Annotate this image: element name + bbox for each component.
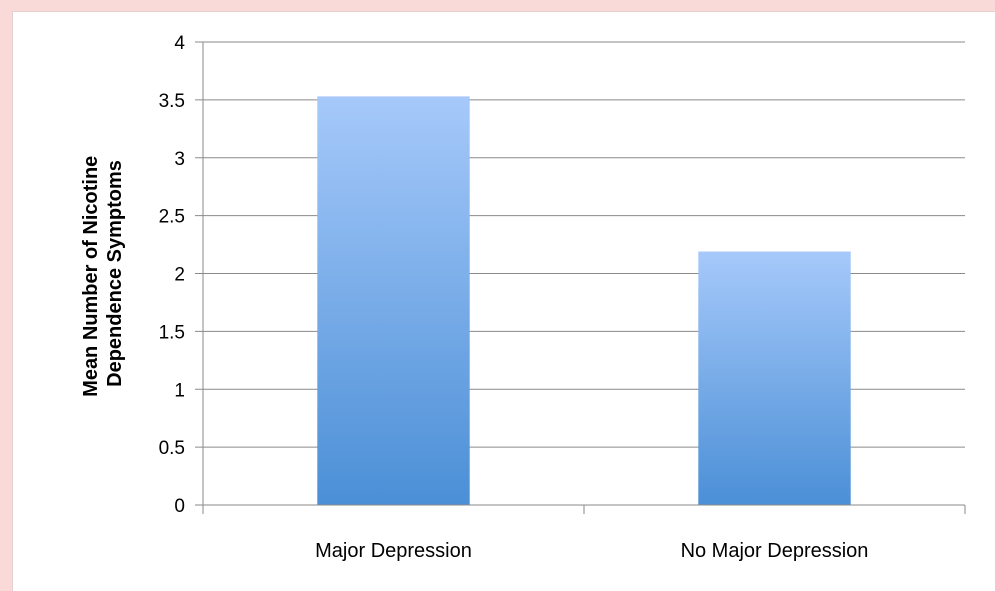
bar — [698, 251, 851, 505]
bar — [317, 96, 470, 505]
x-category-label: Major Depression — [315, 540, 472, 562]
y-axis-title: Mean Number of Nicotine Dependence Sympt… — [80, 150, 126, 397]
y-tick-label: 0 — [174, 496, 185, 517]
axes — [195, 41, 966, 514]
chart-panel: 0 0.5 1 1.5 2 2.5 3 3.5 4 Major Depression No Majo… — [12, 11, 995, 591]
y-tick-label: 0.5 — [159, 438, 185, 459]
y-axis-title-line-1: Mean Number of Nicotine — [80, 156, 102, 397]
labels: 0 0.5 1 1.5 2 2.5 3 3.5 4 Major Depression No Majo… — [159, 33, 869, 562]
y-tick-label: 1.5 — [159, 322, 185, 343]
bars — [317, 96, 851, 505]
bar-chart: 0 0.5 1 1.5 2 2.5 3 3.5 4 Major Depression No Majo… — [80, 33, 966, 562]
y-tick-label: 3 — [174, 149, 185, 170]
y-tick-label: 1 — [174, 380, 185, 401]
y-axis-title-line-2: Dependence Symptoms — [104, 160, 126, 387]
y-tick-label: 2.5 — [159, 207, 185, 228]
y-tick-label: 4 — [174, 33, 185, 54]
y-tick-label: 2 — [174, 265, 185, 286]
x-category-label: No Major Depression — [681, 540, 869, 562]
y-tick-label: 3.5 — [159, 91, 185, 112]
